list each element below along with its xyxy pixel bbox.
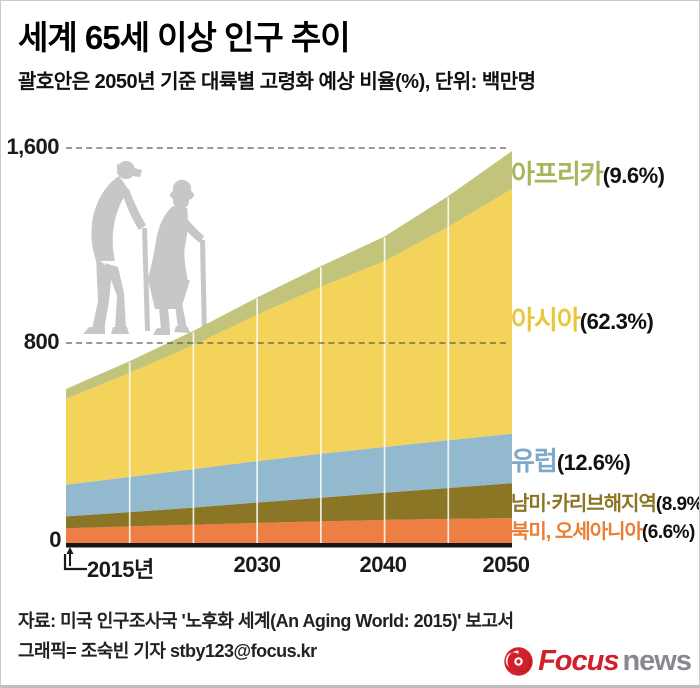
x-tick-2015: 2015년 bbox=[87, 557, 154, 582]
legend-na-oceania: 북미, 오세아니아(6.6%) bbox=[511, 515, 695, 544]
source-text: 자료: 미국 인구조사국 '노후화 세계(An Aging World: 201… bbox=[18, 611, 514, 631]
area-2 bbox=[66, 433, 512, 517]
x-tick-2030: 2030 bbox=[233, 552, 281, 577]
page-subtitle: 괄호안은 2050년 기준 대륙별 고령화 예상 비율(%), 단위: 백만명 bbox=[18, 71, 536, 93]
stacked-area-chart bbox=[66, 151, 512, 548]
elderly-couple-silhouette-icon bbox=[83, 161, 207, 337]
logo-suffix-text: news bbox=[622, 645, 692, 677]
area-4 bbox=[66, 151, 512, 399]
legend-latam-pct: (8.9%) bbox=[655, 494, 699, 515]
y-tick-800: 800 bbox=[23, 329, 60, 354]
x-tick-2040: 2040 bbox=[359, 552, 407, 577]
x-axis-line bbox=[66, 543, 512, 548]
gridline-800 bbox=[66, 342, 506, 344]
legend-europe-pct: (12.6%) bbox=[556, 450, 631, 475]
page-title: 세계 65세 이상 인구 추이 bbox=[18, 19, 351, 56]
legend-na-oceania-pct: (6.6%) bbox=[641, 522, 695, 543]
legend-europe: 유럽(12.6%) bbox=[511, 441, 631, 478]
origin-callout-icon bbox=[63, 547, 87, 571]
legend-africa-name: 아프리카 bbox=[511, 159, 604, 189]
area-1 bbox=[66, 483, 512, 529]
focus-news-logo: Focus news bbox=[503, 645, 692, 678]
area-3 bbox=[66, 188, 512, 485]
legend-africa-pct: (9.6%) bbox=[602, 163, 665, 188]
legend-europe-name: 유럽 bbox=[511, 446, 558, 476]
legend-latam: 남미·카리브해지역(8.9%) bbox=[511, 487, 699, 516]
y-tick-1600: 1,600 bbox=[6, 134, 59, 159]
legend-na-oceania-name: 북미, 오세아니아 bbox=[511, 521, 643, 543]
gridline-1600 bbox=[66, 147, 506, 149]
legend-asia: 아시아(62.3%) bbox=[511, 300, 654, 337]
credit-text: 그래픽= 조숙빈 기자 stby123@focus.kr bbox=[18, 641, 317, 661]
y-tick-0: 0 bbox=[49, 527, 61, 552]
legend-latam-name: 남미·카리브해지역 bbox=[511, 493, 657, 515]
legend-africa: 아프리카(9.6%) bbox=[511, 154, 665, 191]
area-0 bbox=[66, 518, 512, 544]
legend-asia-name: 아시아 bbox=[511, 305, 581, 335]
legend-asia-pct: (62.3%) bbox=[579, 309, 654, 334]
logo-brand-text: Focus bbox=[538, 645, 619, 677]
focus-news-swirl-icon bbox=[504, 647, 533, 676]
x-tick-2050: 2050 bbox=[482, 552, 530, 577]
